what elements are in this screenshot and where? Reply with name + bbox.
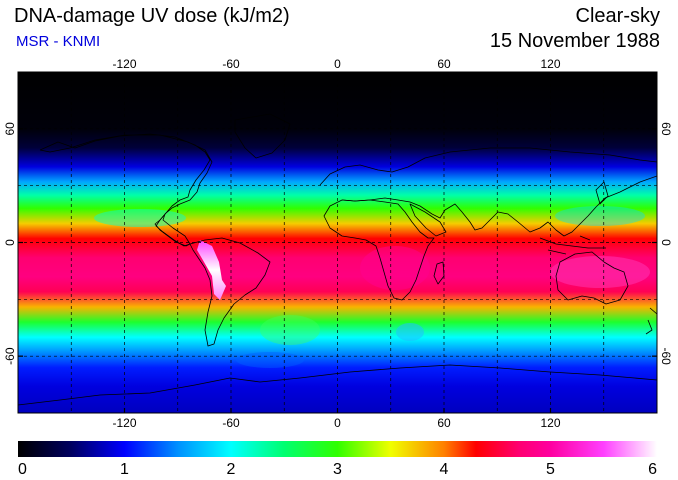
colorbar-tick-label: 3: [333, 461, 342, 478]
lon-label-top: -60: [222, 57, 240, 71]
colorbar-tick-label: 2: [227, 461, 236, 478]
lon-label-bottom: -120: [112, 416, 136, 430]
colorbar-tick-label: 0: [18, 461, 27, 478]
lat-label-right: 60: [659, 122, 673, 136]
lat-label-right: -60: [659, 347, 673, 365]
source-label: MSR - KNMI: [16, 33, 101, 50]
colorbar-tick-label: 6: [648, 461, 657, 478]
date-label: 15 November 1988: [489, 30, 660, 52]
coastline-central-america: [154, 212, 191, 247]
sky-condition-label: Clear-sky: [575, 5, 660, 27]
colorbar-tick-label: 5: [546, 461, 555, 478]
coastline-south-america: [189, 237, 271, 347]
lat-label-left: 60: [3, 122, 17, 136]
coastlines: [18, 113, 657, 406]
lon-label-top: -120: [112, 57, 136, 71]
colorbar-tick-label: 4: [440, 461, 449, 478]
coastline-new-zealand: [645, 307, 657, 335]
lon-label-bottom: 0: [334, 416, 341, 430]
coastline-madagascar: [433, 261, 445, 285]
map-title: DNA-damage UV dose (kJ/m2): [14, 5, 290, 27]
regional-dose-features: [94, 206, 650, 368]
coastline-japan: [595, 181, 609, 205]
coastline-greenland: [234, 113, 291, 159]
colorbar-tick-label: 1: [120, 461, 129, 478]
lon-label-bottom: 60: [437, 416, 451, 430]
map-tick-marks: [18, 72, 657, 413]
coastline-europe-asia: [319, 147, 657, 237]
coastline-antarctica: [18, 364, 657, 406]
lon-label-top: 120: [540, 57, 560, 71]
lat-label-right: 0: [659, 239, 673, 246]
lon-label-top: 0: [334, 57, 341, 71]
graticule: [18, 72, 657, 413]
lat-label-left: -60: [3, 347, 17, 365]
lat-label-left: 0: [3, 239, 17, 246]
coastline-arabia: [409, 203, 447, 237]
colorbar: [18, 441, 657, 457]
map-tick-labels: -120 -120 -60 -60 0 0 60 60 120 120 60 60 0 0 -60 -60: [3, 57, 673, 430]
lon-label-bottom: -60: [222, 416, 240, 430]
andes-max-dose-feature: [197, 240, 226, 300]
coastline-africa: [323, 199, 435, 301]
lon-label-bottom: 120: [540, 416, 560, 430]
colorbar-ticks: 0 1 2 3 4 5 6: [18, 461, 657, 478]
coastline-australia: [555, 251, 629, 305]
lon-label-top: 60: [437, 57, 451, 71]
